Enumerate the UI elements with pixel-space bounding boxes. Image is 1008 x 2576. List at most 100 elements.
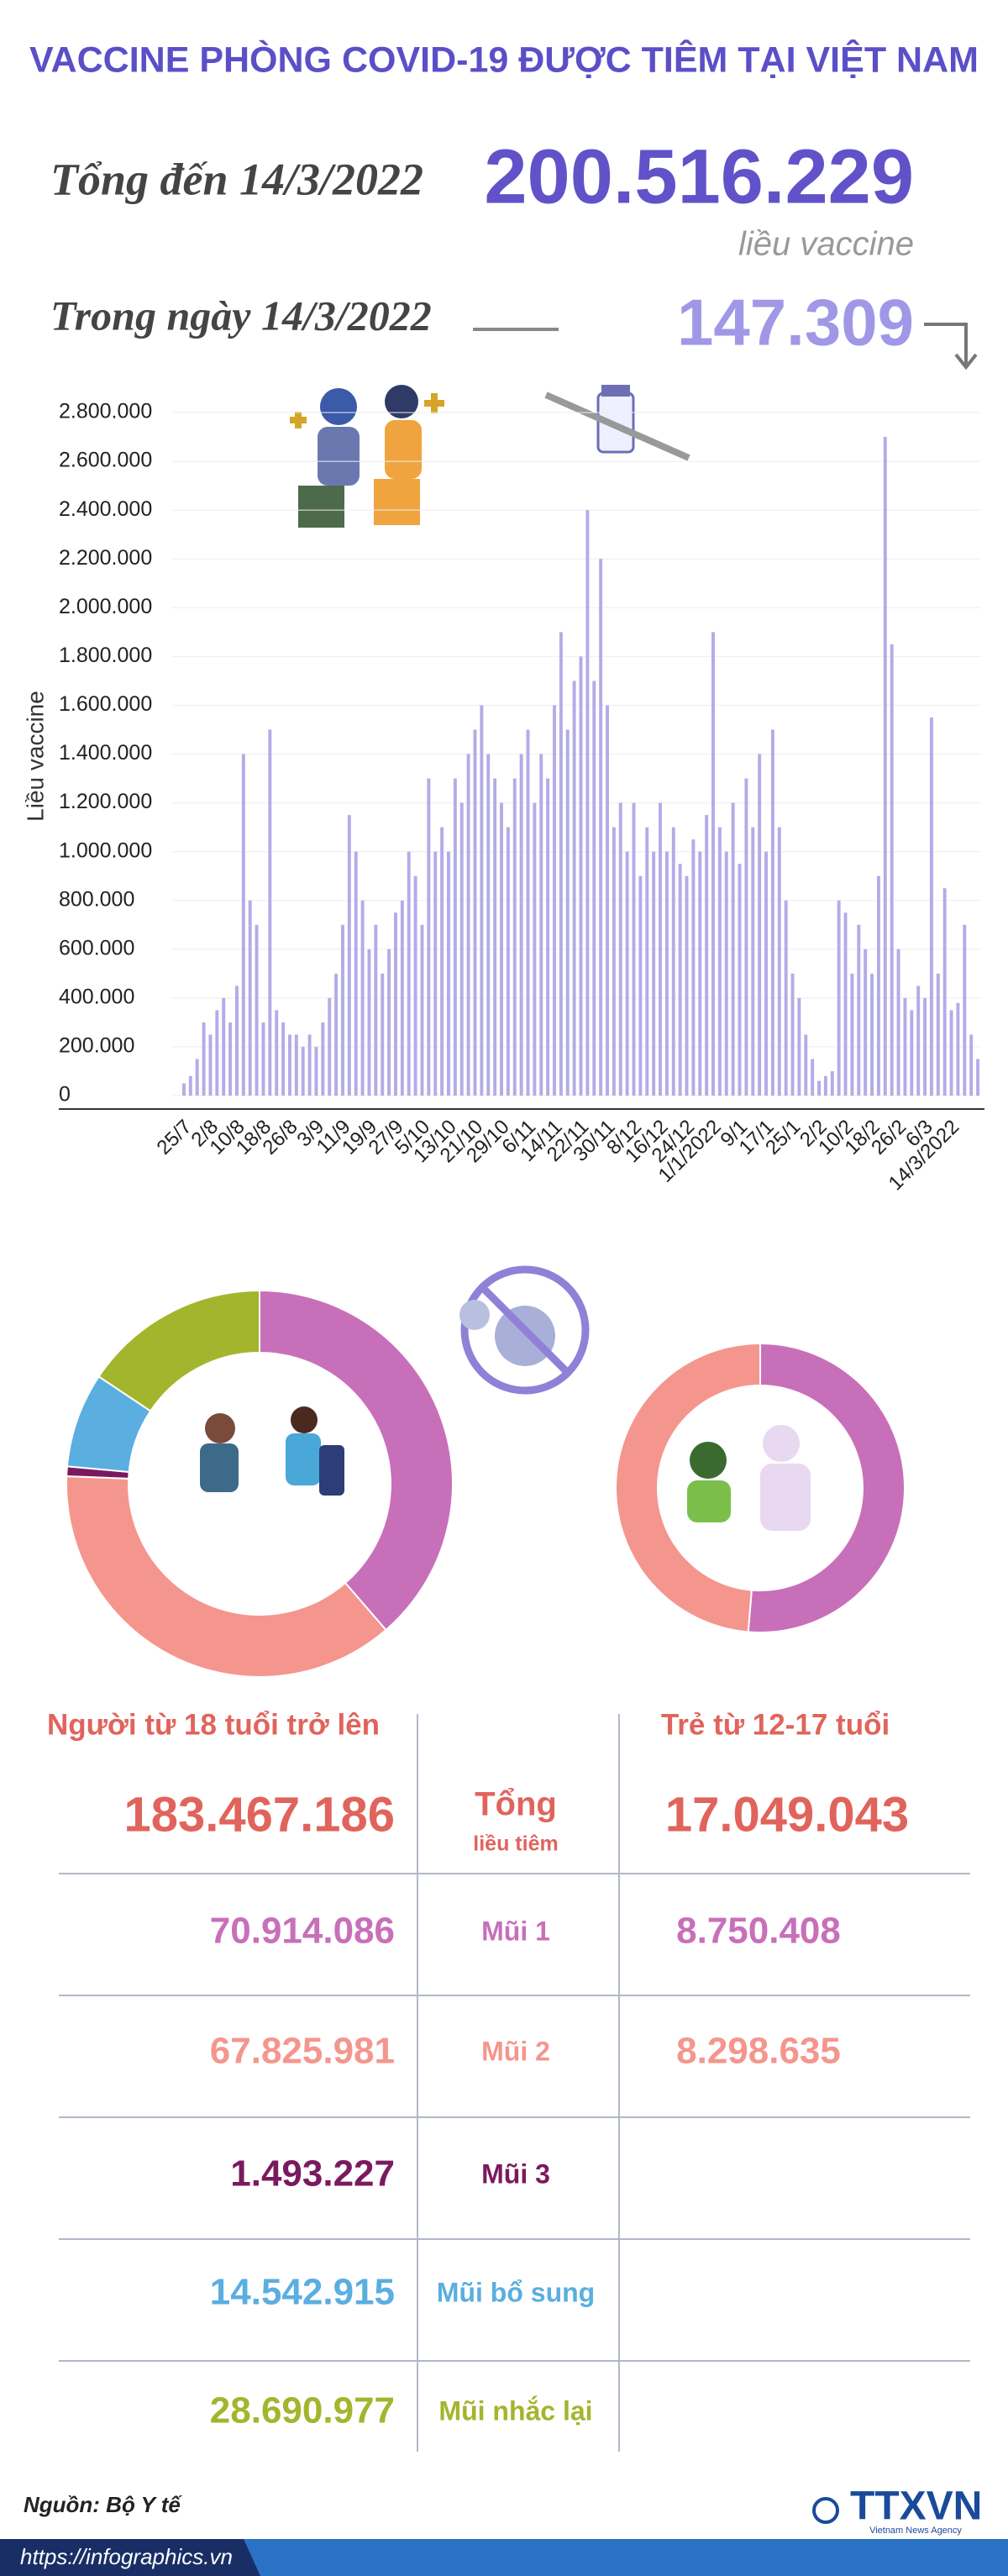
- bar: [466, 754, 470, 1096]
- bar: [533, 802, 537, 1096]
- bar: [963, 924, 967, 1096]
- bar: [294, 1034, 298, 1096]
- bar: [188, 1075, 192, 1096]
- footer-band-dark: [0, 2539, 260, 2576]
- bar: [784, 900, 788, 1096]
- bar: [195, 1059, 199, 1096]
- y-tick-label: 1.600.000: [59, 692, 152, 716]
- bar: [711, 632, 715, 1096]
- bar: [181, 1083, 186, 1096]
- bar: [797, 997, 801, 1096]
- donut-segment: [747, 1342, 906, 1633]
- bar: [632, 802, 636, 1096]
- bar: [261, 1022, 265, 1096]
- bar: [512, 778, 517, 1096]
- bar: [599, 559, 603, 1096]
- bar: [222, 997, 226, 1096]
- bar: [592, 681, 596, 1096]
- bar: [751, 827, 755, 1096]
- bar: [817, 1080, 822, 1096]
- bar: [539, 754, 543, 1096]
- bar: [949, 1010, 953, 1096]
- row-label: Mũi nhắc lại: [438, 2395, 592, 2426]
- bar: [625, 851, 629, 1096]
- bar: [678, 864, 682, 1096]
- y-tick-label: 1.000.000: [59, 839, 152, 862]
- bar: [228, 1022, 233, 1096]
- bar: [659, 802, 662, 1096]
- bar: [519, 754, 523, 1096]
- y-tick-label: 800.000: [59, 887, 134, 911]
- bar: [202, 1022, 206, 1096]
- bar: [823, 1075, 827, 1096]
- bar: [652, 851, 656, 1096]
- bar: [394, 912, 397, 1096]
- total-unit: liều vaccine: [738, 226, 914, 263]
- y-tick-label: 1.200.000: [59, 790, 152, 813]
- bar: [606, 705, 609, 1096]
- bar: [459, 802, 464, 1096]
- bar: [830, 1070, 834, 1096]
- bar: [916, 986, 921, 1096]
- bar: [923, 997, 927, 1096]
- bar: [572, 681, 576, 1096]
- bar: [565, 729, 570, 1096]
- donut-segment: [97, 1289, 260, 1412]
- bar: [758, 754, 762, 1096]
- bar: [691, 839, 696, 1096]
- bar: [447, 851, 450, 1096]
- donut-segment: [615, 1342, 761, 1633]
- bar: [480, 705, 484, 1096]
- bar: [367, 949, 371, 1096]
- bar: [731, 802, 735, 1096]
- y-tick-label: 2.000.000: [59, 595, 152, 618]
- y-tick-label: 1.400.000: [59, 741, 152, 765]
- bar: [685, 875, 689, 1096]
- bar: [618, 802, 622, 1096]
- bar: [334, 973, 339, 1096]
- total-sublabel: liều tiêm: [473, 1832, 558, 1856]
- bar: [705, 815, 709, 1096]
- logo: TTXVN: [850, 2484, 982, 2529]
- y-tick-label: 600.000: [59, 936, 134, 959]
- total-value: 200.516.229: [484, 134, 914, 219]
- bar: [387, 949, 391, 1096]
- bar: [473, 729, 477, 1096]
- bar: [850, 973, 854, 1096]
- bar: [453, 778, 457, 1096]
- donut-segment: [259, 1289, 454, 1632]
- bar: [929, 717, 933, 1096]
- bar: [287, 1034, 291, 1096]
- y-tick-label: 2.800.000: [59, 400, 152, 423]
- bar: [413, 875, 417, 1096]
- kids-header: Trẻ từ 12-17 tuổi: [661, 1708, 890, 1741]
- bar-chart: 0 200.000 400.000 600.000 800.000 1.000.000 1.…: [59, 400, 984, 1195]
- bar: [321, 1022, 325, 1096]
- donut-segment: [66, 1475, 387, 1678]
- adults-header: Người từ 18 tuổi trở lên: [47, 1708, 380, 1741]
- bar: [724, 851, 728, 1096]
- bar: [864, 949, 868, 1096]
- adults-value: 70.914.086: [210, 1911, 395, 1952]
- source: Nguồn: Bộ Y tế: [24, 2492, 182, 2517]
- bar: [248, 900, 252, 1096]
- bar: [664, 851, 669, 1096]
- row-label: Mũi 2: [481, 2036, 550, 2066]
- bar: [407, 851, 411, 1096]
- total-label: Tổng: [475, 1786, 557, 1823]
- y-tick-label: 2.600.000: [59, 449, 152, 472]
- bar: [553, 705, 556, 1096]
- y-tick-label: 200.000: [59, 1034, 134, 1058]
- title: VACCINE PHÒNG COVID-19 ĐƯỢC TIÊM TẠI VIỆ…: [29, 39, 979, 80]
- bar: [506, 827, 510, 1096]
- y-tick-label: 1.800.000: [59, 644, 152, 667]
- bar: [420, 924, 424, 1096]
- kids-total: 17.049.043: [665, 1787, 909, 1842]
- bar: [354, 851, 358, 1096]
- bar: [347, 815, 351, 1096]
- bar: [804, 1034, 808, 1096]
- bar: [790, 973, 795, 1096]
- bar: [671, 827, 675, 1096]
- row-label: Mũi 1: [481, 1916, 550, 1946]
